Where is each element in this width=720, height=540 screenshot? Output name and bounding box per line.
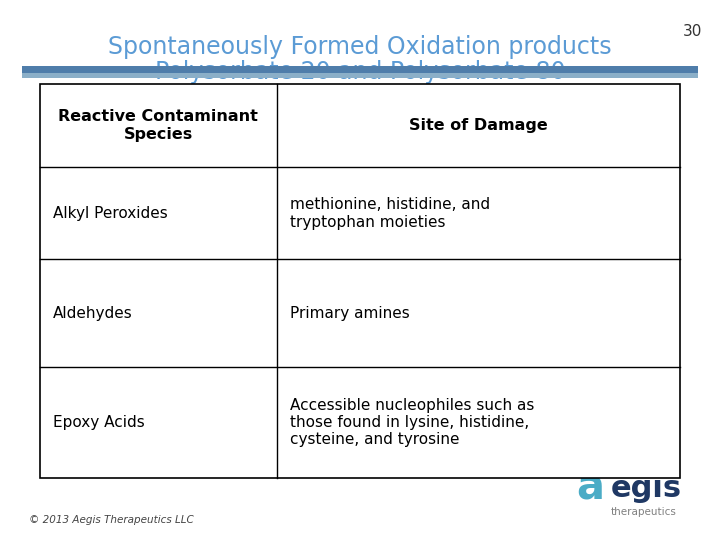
Text: egis: egis	[611, 474, 682, 503]
Text: therapeutics: therapeutics	[611, 507, 676, 517]
Text: © 2013 Aegis Therapeutics LLC: © 2013 Aegis Therapeutics LLC	[29, 515, 194, 525]
Text: Primary amines: Primary amines	[290, 306, 410, 321]
Text: Spontaneously Formed Oxidation products: Spontaneously Formed Oxidation products	[108, 35, 612, 59]
Text: a: a	[576, 467, 604, 509]
Text: 30: 30	[683, 24, 702, 39]
Text: Epoxy Acids: Epoxy Acids	[53, 415, 144, 430]
Text: Site of Damage: Site of Damage	[410, 118, 548, 133]
Text: Aldehydes: Aldehydes	[53, 306, 132, 321]
Text: Accessible nucleophiles such as
those found in lysine, histidine,
cysteine, and : Accessible nucleophiles such as those fo…	[290, 397, 534, 448]
Text: Polysorbate 20 and Polysorbate 80: Polysorbate 20 and Polysorbate 80	[155, 60, 565, 84]
Text: Alkyl Peroxides: Alkyl Peroxides	[53, 206, 167, 221]
Text: methionine, histidine, and
tryptophan moieties: methionine, histidine, and tryptophan mo…	[290, 197, 490, 230]
Text: Reactive Contaminant
Species: Reactive Contaminant Species	[58, 109, 258, 141]
